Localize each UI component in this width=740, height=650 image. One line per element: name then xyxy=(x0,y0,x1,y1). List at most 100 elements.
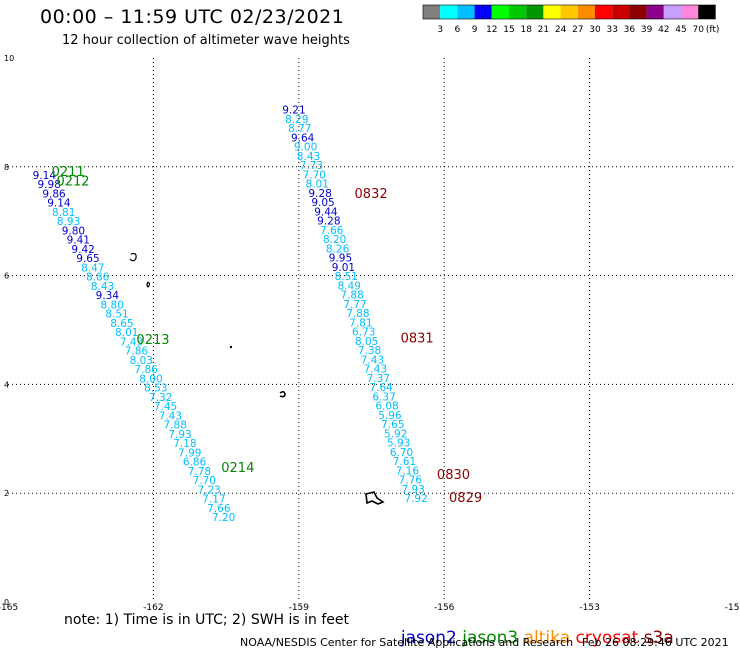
scale-swatch xyxy=(457,5,475,19)
scale-label: 33 xyxy=(606,25,617,35)
swh-value-label: 9.28 xyxy=(308,188,331,200)
swh-value-label: 9.80 xyxy=(62,225,85,237)
scale-label: 3 xyxy=(437,25,443,35)
time-label: 0213 xyxy=(136,333,169,348)
y-tick-label: 8 xyxy=(4,163,9,172)
swh-value-label: 8.49 xyxy=(338,280,361,292)
swh-value-label: 9.01 xyxy=(332,262,355,274)
swh-value-label: 6.86 xyxy=(183,457,207,469)
swh-value-label: 7.17 xyxy=(202,494,225,506)
swh-value-label: 8.26 xyxy=(326,243,350,255)
swh-value-label: 7.86 xyxy=(125,346,149,358)
swh-value-label: 7.88 xyxy=(340,290,363,302)
swh-value-label: 9.41 xyxy=(67,235,90,247)
scale-label: 27 xyxy=(572,25,583,35)
scale-label: 18 xyxy=(520,25,532,35)
swh-value-label: 9.64 xyxy=(291,132,315,144)
scale-swatch xyxy=(423,5,441,19)
scale-swatch xyxy=(509,5,527,19)
swh-value-label: 7.45 xyxy=(154,401,177,413)
x-tick-label: -159 xyxy=(289,603,310,610)
swh-value-label: 7.43 xyxy=(120,336,143,348)
scale-swatch xyxy=(595,5,613,19)
color-scale-legend: 3 6 9 12 15 18 21 24 27 30 33 36 39 42 45 70 (ft) xyxy=(422,4,720,35)
scale-label: 6 xyxy=(455,25,461,35)
x-tick-label: -162 xyxy=(143,603,163,610)
swh-value-label: 8.65 xyxy=(110,318,133,330)
y-tick-label: 6 xyxy=(4,272,9,281)
swh-value-label: 7.93 xyxy=(168,429,191,441)
swh-value-label: 7.88 xyxy=(346,308,369,320)
swh-value-label: 7.43 xyxy=(159,410,182,422)
swh-value-label: 7.18 xyxy=(173,438,196,450)
scale-unit: (ft) xyxy=(706,25,720,35)
swh-value-label: 9.98 xyxy=(38,179,61,191)
scale-swatch xyxy=(491,5,509,19)
x-tick-label: -153 xyxy=(579,603,599,610)
y-tick-label: 10 xyxy=(4,54,14,63)
swh-value-label: 7.37 xyxy=(367,373,390,385)
swh-value-label: 7.81 xyxy=(349,317,372,329)
scale-swatch xyxy=(612,5,630,19)
scale-swatch xyxy=(577,5,595,19)
swh-value-label: 6.73 xyxy=(352,327,375,339)
scale-label: 70 xyxy=(692,25,704,35)
satellite-s3a: s3a xyxy=(643,628,674,648)
swh-value-label: 7.20 xyxy=(212,512,235,524)
swh-value-label: 8.29 xyxy=(285,114,308,126)
satellite-jason2: jason2 xyxy=(400,628,457,648)
swh-value-label: 5.96 xyxy=(378,410,402,422)
y-tick-label: 4 xyxy=(4,380,9,389)
swh-value-label: 7.77 xyxy=(343,299,366,311)
time-label: 0212 xyxy=(56,174,89,189)
swh-value-label: 7.43 xyxy=(364,364,387,376)
scale-swatch xyxy=(526,5,544,19)
scale-label: 30 xyxy=(589,25,601,35)
time-label: 0211 xyxy=(52,165,85,180)
swh-value-label: 7.32 xyxy=(149,392,172,404)
swh-value-label: 8.43 xyxy=(297,151,320,163)
swh-value-label: 8.01 xyxy=(306,179,329,191)
footer-timestamp: Feb 26 08:29:46 UTC 2021 xyxy=(582,636,729,649)
swh-value-label: 8.03 xyxy=(130,355,153,367)
swh-value-label: 6.70 xyxy=(390,447,413,459)
scale-swatch xyxy=(440,5,458,19)
swh-value-label: 6.37 xyxy=(372,391,395,403)
island-outline xyxy=(146,281,151,288)
swh-value-label: 6.08 xyxy=(375,401,398,413)
time-label: 0832 xyxy=(355,187,388,202)
island-outline xyxy=(129,252,137,262)
x-tick-label: -156 xyxy=(434,603,455,610)
swh-value-label: 8.86 xyxy=(86,272,110,284)
swh-value-label: 7.70 xyxy=(303,169,326,181)
satellite-legend: jason2 jason3 altika cryosat s3a xyxy=(390,608,674,648)
scale-swatch xyxy=(698,5,716,19)
swh-value-label: 7.76 xyxy=(399,475,423,487)
scale-label: 12 xyxy=(486,25,497,35)
footer-credit: NOAA/NESDIS Center for Satellite Applica… xyxy=(240,636,574,649)
swh-value-label: 5.92 xyxy=(384,428,407,440)
swh-value-label: 8.00 xyxy=(139,373,162,385)
swh-value-label: 9.86 xyxy=(42,188,66,200)
swh-value-label: 7.73 xyxy=(300,160,323,172)
satellite-altika: altika xyxy=(523,628,571,648)
swh-value-label: 7.23 xyxy=(197,484,220,496)
satellite-jason3: jason3 xyxy=(462,628,519,648)
swh-value-label: 8.51 xyxy=(335,271,358,283)
swh-value-label: 8.77 xyxy=(288,123,311,135)
swh-value-label: 9.95 xyxy=(329,253,352,265)
scale-swatch xyxy=(681,5,699,19)
swh-value-label: 7.78 xyxy=(188,466,211,478)
swh-value-label: 9.14 xyxy=(33,170,57,182)
time-label: 0830 xyxy=(437,468,470,483)
swh-value-label: 8.80 xyxy=(101,299,124,311)
swh-value-label: 8.53 xyxy=(144,383,167,395)
wave-height-plot: -165-162-159-156-153-15002468109.149.989… xyxy=(0,54,740,610)
y-tick-label: 2 xyxy=(4,489,9,498)
scale-swatch xyxy=(543,5,561,19)
swh-value-label: 9.21 xyxy=(282,105,305,117)
time-label: 0829 xyxy=(449,491,482,506)
scale-label: 9 xyxy=(472,25,478,35)
satellite-cryosat: cryosat xyxy=(575,628,639,648)
swh-value-label: 8.05 xyxy=(355,336,378,348)
